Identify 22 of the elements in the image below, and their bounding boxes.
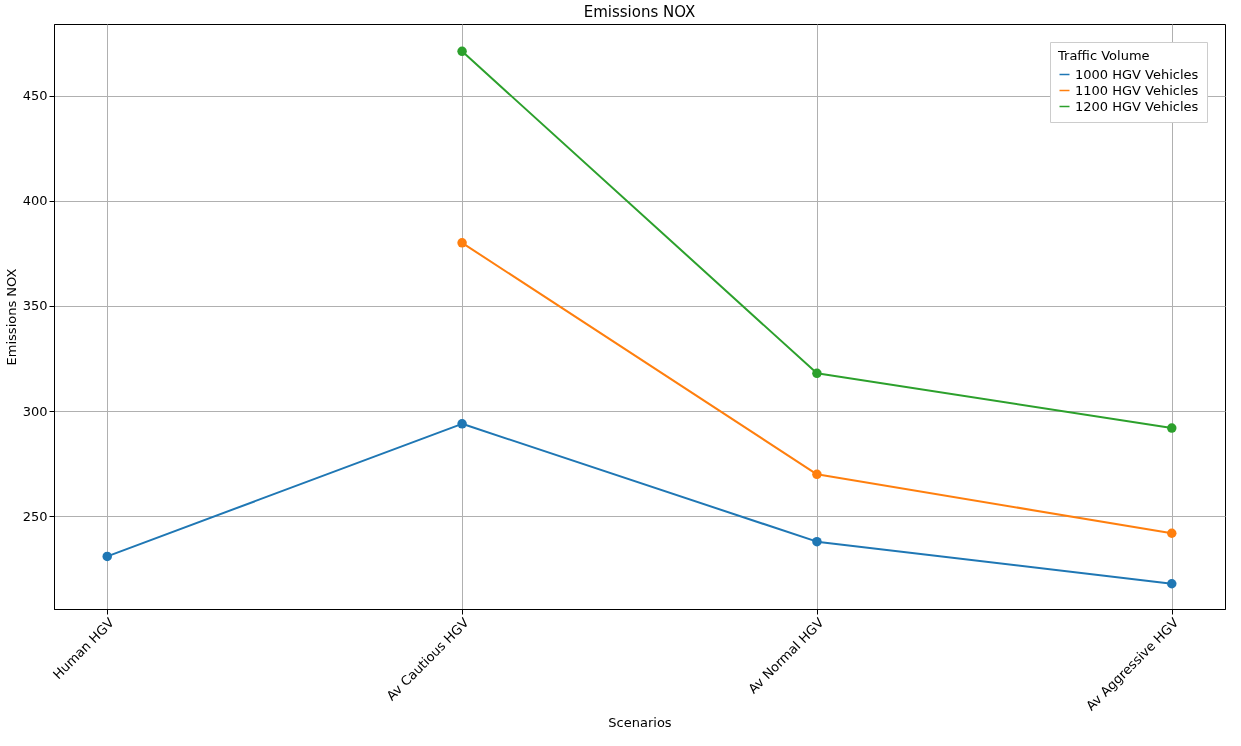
chart-title: Emissions NOX xyxy=(583,3,696,21)
legend-title: Traffic Volume xyxy=(1057,48,1150,63)
point xyxy=(812,536,822,547)
x-axis-title: Scenarios xyxy=(608,715,672,731)
legend-label: 1100 HGV Vehicles xyxy=(1075,82,1199,98)
y-tick-label: 300 xyxy=(22,403,48,419)
point xyxy=(812,368,822,379)
legend-label: 1000 HGV Vehicles xyxy=(1075,66,1199,82)
point xyxy=(812,469,822,480)
point xyxy=(1167,423,1177,433)
point xyxy=(1167,579,1177,589)
y-axis-title: Emissions NOX xyxy=(3,268,19,366)
y-tick-label: 350 xyxy=(22,298,48,314)
point xyxy=(1167,528,1177,538)
legend-label: 1200 HGV Vehicles xyxy=(1075,98,1199,114)
point xyxy=(457,46,467,57)
y-tick-label: 400 xyxy=(22,193,48,209)
y-tick-label: 450 xyxy=(22,88,48,104)
point xyxy=(457,238,467,248)
y-tick-label: 250 xyxy=(22,508,48,524)
point xyxy=(102,551,112,562)
point xyxy=(457,419,467,429)
